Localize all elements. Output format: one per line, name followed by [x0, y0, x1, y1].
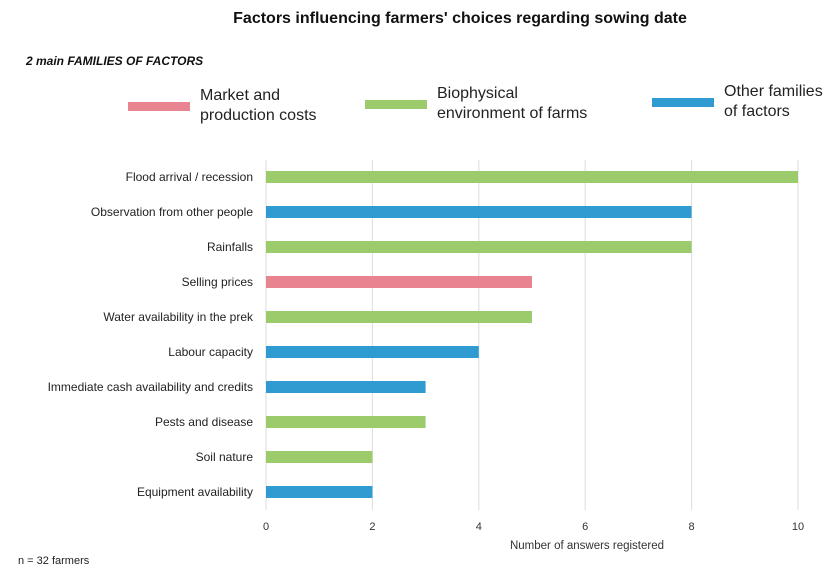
legend-label-other: Other families of factors — [724, 83, 823, 120]
x-tick-label: 6 — [582, 521, 588, 533]
legend-item-market: Market and production costs — [128, 86, 350, 126]
category-label: Flood arrival / recession — [126, 170, 253, 184]
legend-label-market: Market and production costs — [200, 87, 317, 124]
category-label: Immediate cash availability and credits — [48, 380, 253, 394]
x-tick-label: 2 — [369, 521, 375, 533]
category-label: Water availability in the prek — [103, 310, 254, 324]
bar — [266, 486, 373, 498]
legend-swatch-other — [652, 97, 714, 107]
bar — [266, 311, 532, 323]
chart-subtitle: 2 main FAMILIES OF FACTORS — [26, 54, 204, 68]
category-label: Equipment availability — [137, 485, 253, 499]
category-label: Selling prices — [182, 275, 253, 289]
chart-title: Factors influencing farmers' choices reg… — [233, 10, 687, 27]
bar — [266, 171, 798, 183]
bar — [266, 416, 426, 428]
x-tick-label: 8 — [689, 521, 695, 533]
x-tick-label: 10 — [792, 521, 804, 533]
bar — [266, 451, 373, 463]
bar — [266, 206, 692, 218]
category-label: Labour capacity — [168, 345, 253, 359]
legend-item-other: Other families of factors — [652, 82, 837, 122]
x-tick-label: 4 — [476, 521, 482, 533]
bar — [266, 276, 532, 288]
category-label: Pests and disease — [155, 415, 253, 429]
legend-label-biophysical: Biophysical environment of farms — [437, 85, 588, 122]
sample-size-note: n = 32 farmers — [18, 555, 90, 567]
bar — [266, 381, 426, 393]
x-tick-label: 0 — [263, 521, 269, 533]
category-label: Rainfalls — [207, 240, 253, 254]
bar — [266, 346, 479, 358]
category-label: Soil nature — [196, 450, 254, 464]
bar — [266, 241, 692, 253]
legend-swatch-biophysical — [365, 99, 427, 109]
legend-swatch-market — [128, 101, 190, 111]
x-axis-label: Number of answers registered — [510, 540, 664, 552]
category-label: Observation from other people — [91, 205, 253, 219]
legend-item-biophysical: Biophysical environment of farms — [365, 84, 627, 124]
